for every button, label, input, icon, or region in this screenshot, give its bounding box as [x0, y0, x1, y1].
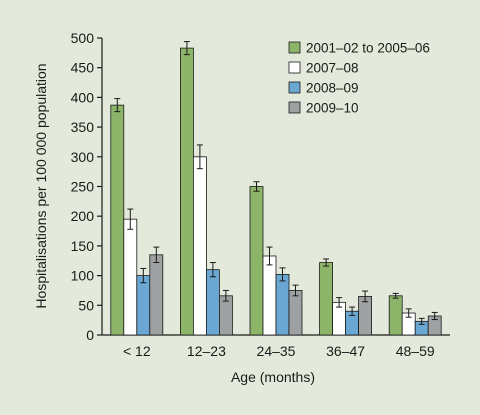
legend-label: 2007–08 — [306, 61, 359, 76]
bar — [388, 295, 403, 336]
x-axis-title: Age (months) — [231, 369, 315, 385]
x-tick-label: 48–59 — [396, 343, 435, 359]
bar — [123, 218, 138, 336]
y-tick-label: 250 — [71, 179, 95, 195]
bar — [149, 254, 164, 336]
y-tick-label: 50 — [78, 297, 94, 313]
bar — [136, 275, 151, 336]
bars — [110, 41, 442, 336]
legend-swatch — [288, 101, 301, 114]
bar — [275, 274, 290, 336]
y-tick-label: 350 — [71, 119, 95, 135]
legend: 2001–02 to 2005–06 2007–08 2008–09 2009–10 — [288, 41, 430, 116]
bar — [205, 269, 220, 336]
bar — [288, 290, 303, 336]
y-tick-label: 500 — [71, 30, 95, 46]
legend-label: 2009–10 — [306, 101, 359, 116]
bar — [319, 262, 334, 336]
y-axis: 0 50 100 150 200 250 300 350 400 450 500 — [71, 30, 103, 343]
y-tick-label: 100 — [71, 268, 95, 284]
bar — [179, 47, 194, 336]
bar — [218, 295, 233, 336]
x-tick-label: < 12 — [123, 343, 151, 359]
legend-swatch — [288, 41, 301, 54]
x-tick-label: 24–35 — [257, 343, 296, 359]
bar — [192, 156, 207, 336]
legend-swatch — [288, 61, 301, 74]
y-axis-title: Hospitalisations per 100 000 population — [33, 63, 49, 308]
legend-label: 2008–09 — [306, 81, 359, 96]
bar — [110, 104, 125, 336]
x-axis: < 12 12–23 24–35 36–47 48–59 — [102, 334, 450, 359]
y-tick-label: 150 — [71, 238, 95, 254]
y-tick-label: 450 — [71, 60, 95, 76]
y-tick-label: 0 — [86, 327, 94, 343]
y-tick-label: 200 — [71, 208, 95, 224]
bar — [262, 255, 277, 336]
bar — [249, 186, 264, 336]
x-tick-label: 36–47 — [326, 343, 365, 359]
y-tick-label: 400 — [71, 89, 95, 105]
y-tick-label: 300 — [71, 149, 95, 165]
legend-swatch — [288, 81, 301, 94]
legend-label: 2001–02 to 2005–06 — [306, 41, 430, 56]
x-tick-label: 12–23 — [187, 343, 226, 359]
